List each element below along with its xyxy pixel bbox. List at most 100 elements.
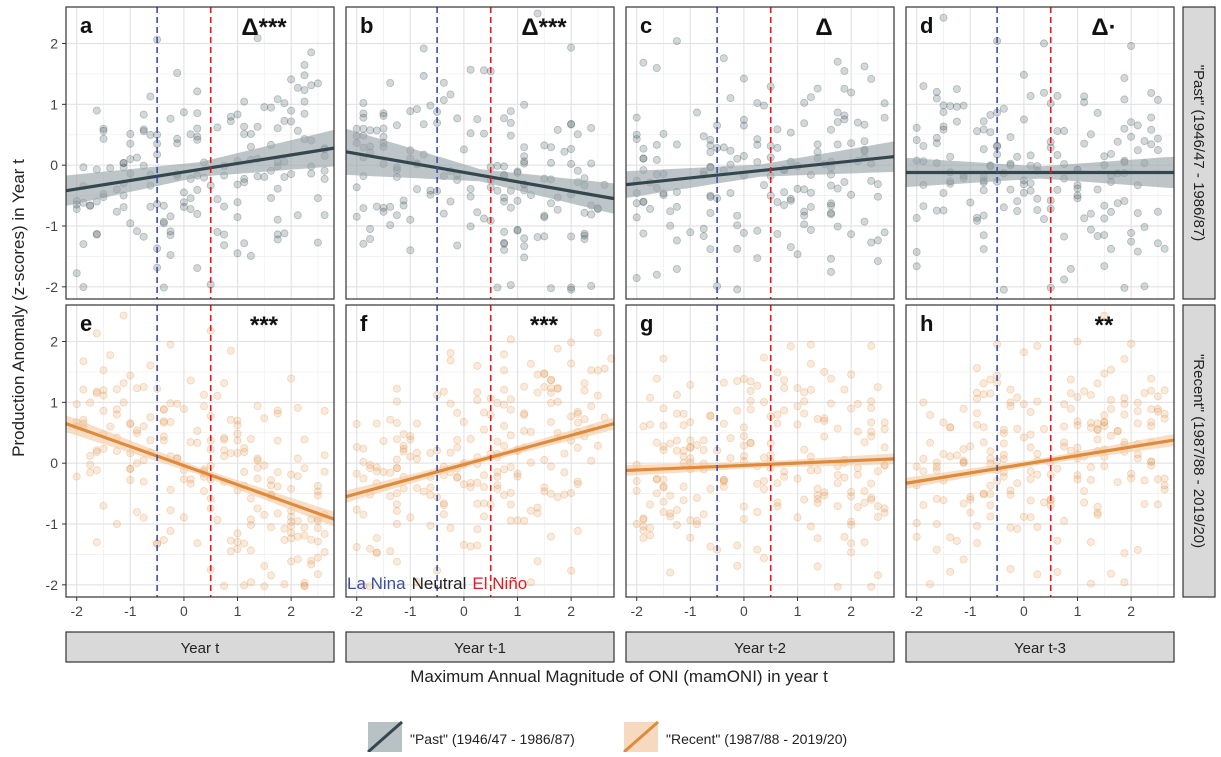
scatter-point [273,184,282,193]
scatter-point [166,114,175,123]
scatter-point [1019,433,1028,442]
panel-border [625,6,895,300]
scatter-point [800,397,809,406]
legend: "Past" (1946/47 - 1986/87) "Recent" (1987… [367,720,847,754]
scatter-point [159,432,168,441]
scatter-point [92,329,101,338]
scatter-point [412,578,421,587]
row-strip-label: "Past" (1946/47 - 1986/87) [1190,65,1207,242]
scatter-point [1093,379,1102,388]
scatter-point [86,460,95,469]
scatter-point [359,474,368,483]
scatter-point [973,364,982,373]
scatter-point [540,141,549,150]
scatter-point [307,556,316,565]
scatter-point [853,463,862,472]
scatter-point [1153,407,1162,416]
scatter-point [300,61,309,70]
scatter-point [753,140,762,149]
scatter-point [847,539,856,548]
scatter-point [392,557,401,566]
scatter-point [932,458,941,467]
scatter-point [739,151,748,160]
scatter-point [686,533,695,542]
scatter-point [672,446,681,455]
scatter-point [573,409,582,418]
scatter-point [1026,430,1035,439]
scatter-point [1147,457,1156,466]
scatter-point [979,245,988,254]
scatter-point [827,125,836,134]
scatter-point [1107,244,1116,253]
scatter-point [760,101,769,110]
scatter-point [672,140,681,149]
scatter-point [313,553,322,562]
scatter-point [392,384,401,393]
scatter-point [880,508,889,517]
scatter-point [419,487,428,496]
scatter-point [659,475,668,484]
scatter-point [813,562,822,571]
scatter-point [733,376,742,385]
x-axis-label: Maximum Annual Magnitude of ONI (mamONI)… [410,667,828,686]
scatter-point [760,476,769,485]
scatter-point [280,116,289,125]
scatter-point [1086,423,1095,432]
scatter-point [453,435,462,444]
scatter-point [1127,237,1136,246]
scatter-point [146,413,155,422]
scatter-point [1153,500,1162,509]
scatter-point [706,135,715,144]
scatter-point [1100,152,1109,161]
scatter-point [220,230,229,239]
scatter-point [1019,115,1028,124]
scatter-point [860,217,869,226]
scatter-point [1113,137,1122,146]
scatter-point [99,366,108,375]
panel-border [905,6,1175,300]
scatter-point [1160,481,1169,490]
scatter-point [166,527,175,536]
scatter-point [753,479,762,488]
legend-key-line [367,720,403,754]
scatter-point [266,476,275,485]
scatter-point [760,453,769,462]
scatter-point [186,376,195,385]
scatter-point [359,457,368,466]
scatter-point [313,570,322,579]
scatter-point [567,43,576,52]
scatter-point [372,548,381,557]
scatter-point [793,384,802,393]
y-tick-label: -1 [46,516,59,532]
scatter-point [92,387,101,396]
scatter-point [672,436,681,445]
scatter-point [873,502,882,511]
scatter-point [932,466,941,475]
scatter-point [392,506,401,515]
scatter-point [1066,404,1075,413]
scatter-point [1093,425,1102,434]
scatter-point [1060,275,1069,284]
scatter-point [213,195,222,204]
scatter-point [1040,424,1049,433]
significance-annotation: Δ*** [241,14,287,41]
scatter-point [659,421,668,430]
scatter-point [246,521,255,530]
scatter-point [679,446,688,455]
scatter-point [1120,394,1129,403]
scatter-point [632,199,641,208]
scatter-point [92,106,101,115]
scatter-point [919,141,928,150]
scatter-point [513,196,522,205]
scatter-point [1153,404,1162,413]
scatter-point [126,420,135,429]
scatter-point [1107,569,1116,578]
scatter-point [553,125,562,134]
scatter-point [547,143,556,152]
scatter-point [1086,463,1095,472]
scatter-point [659,354,668,363]
scatter-point [880,418,889,427]
scatter-point [1133,545,1142,554]
regression-line [65,422,335,521]
scatter-point [867,427,876,436]
